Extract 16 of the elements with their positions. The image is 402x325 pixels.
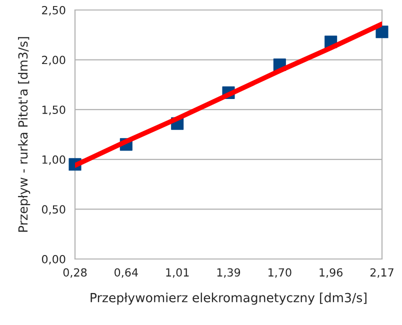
- x-tick-label: 1,01: [166, 268, 189, 278]
- y-axis-title: Przepływ - rurka Pitot'a [dm3/s]: [18, 37, 30, 232]
- y-tick-label: 1,00: [42, 155, 66, 165]
- x-tick-label: 1,70: [268, 268, 292, 278]
- x-axis-title: Przepływomierz elekromagnetyczny [dm3/s]: [90, 292, 366, 305]
- y-tick-label: 1,50: [42, 106, 66, 116]
- x-tick-label: 0,28: [63, 268, 87, 278]
- y-tick-label: 0,50: [42, 205, 66, 215]
- point: [376, 26, 388, 38]
- y-tick-label: 2,00: [42, 56, 66, 66]
- x-tick-label: 2,17: [370, 268, 394, 278]
- y-tick-label: 0,00: [42, 254, 66, 265]
- x-tick-label: 1,39: [217, 268, 240, 278]
- x-tick-label: 0,64: [114, 268, 138, 278]
- y-tick-label: 2,50: [42, 6, 66, 16]
- x-tick-label: 1,96: [320, 268, 343, 278]
